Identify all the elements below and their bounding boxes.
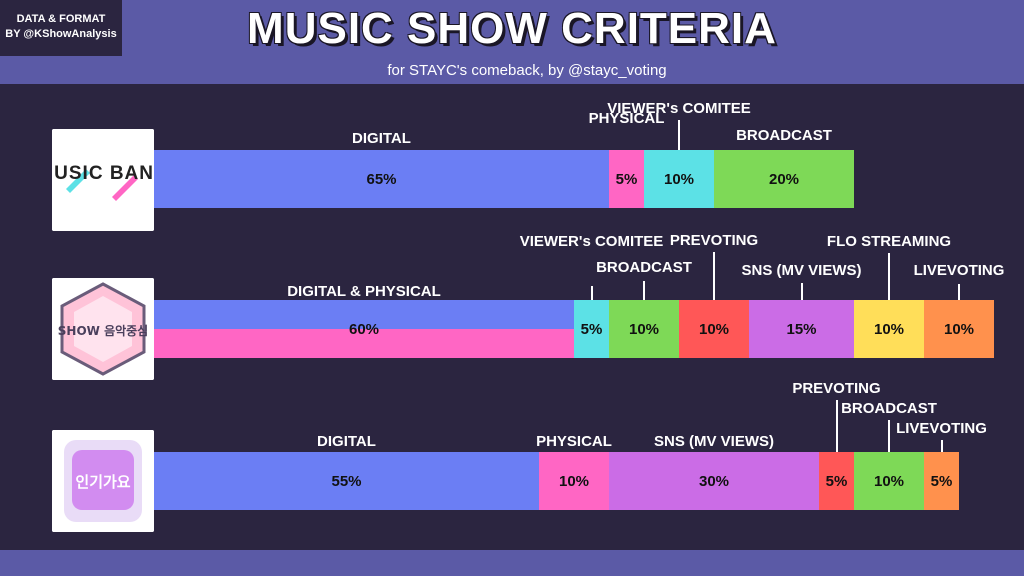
label-leader-line [940, 440, 943, 452]
data-label: 10% [873, 472, 905, 490]
stacked-bar-2: 60% 5% 10% 10% 15% 10% 10% [154, 300, 994, 358]
segment-category-label: PHYSICAL [588, 110, 665, 127]
data-label: 15% [786, 320, 817, 338]
bar-segment: 10% [644, 150, 714, 208]
credit-line-1: DATA & FORMAT [16, 13, 106, 25]
music-bank-logo-top: MUSIC BANK [52, 163, 154, 184]
bar-segment: 10% [609, 300, 679, 358]
label-leader-line [678, 120, 680, 150]
data-label: 10% [698, 320, 730, 338]
music-core-logo: SHOW 음악중심 [52, 278, 154, 380]
segment-category-label: LIVEVOTING [896, 420, 987, 437]
data-label: 10% [628, 320, 660, 338]
label-leader-line [643, 281, 645, 300]
segment-category-label: BROADCAST [841, 400, 937, 417]
data-label: 60% [348, 320, 380, 338]
data-label: 5% [825, 472, 848, 490]
credit-line-2: BY @KShowAnalysis [5, 28, 117, 40]
data-label: 55% [331, 472, 362, 490]
bar-segment: 5% [574, 300, 609, 358]
data-label: 10% [663, 170, 695, 188]
data-label: 10% [943, 320, 975, 338]
bar-segment: 10% [924, 300, 994, 358]
label-leader-line [958, 284, 960, 300]
music-core-logo-art: SHOW 음악중심 [52, 278, 154, 380]
inkigayo-logo-text: 인기가요 [75, 473, 130, 491]
label-leader-line [800, 283, 803, 300]
data-label: 30% [698, 472, 730, 490]
page-subtitle: for STAYC's comeback, by @stayc_voting [387, 62, 667, 79]
segment-category-label: VIEWER's COMITEE [607, 100, 751, 117]
segment-category-label: PREVOTING [792, 380, 881, 397]
credit-box: DATA & FORMAT BY @KShowAnalysis [0, 0, 122, 56]
bar-segment-bottom-half [154, 329, 574, 358]
segment-category-label: VIEWER's COMITEE [519, 233, 664, 250]
label-leader-line [888, 253, 890, 300]
data-label: 5% [580, 320, 603, 338]
segment-category-label: PHYSICAL [536, 433, 612, 450]
segment-category-label: BROADCAST [736, 127, 832, 144]
bar-segment: 5% [819, 452, 854, 510]
segment-category-label: BROADCAST [596, 259, 692, 276]
segment-category-label: FLO STREAMING [826, 233, 952, 250]
bar-segment: 30% [609, 452, 819, 510]
page-title: MUSIC SHOW CRITERIA [247, 4, 777, 53]
bar-segment-top-half [154, 300, 574, 329]
bar-segment: 10% [854, 452, 924, 510]
data-label: 5% [615, 170, 638, 188]
data-label: 10% [558, 472, 590, 490]
bar-segment: 10% [539, 452, 609, 510]
inkigayo-logo-art: 인기가요 [52, 430, 154, 532]
segment-category-label: LIVEVOTING [913, 262, 1005, 279]
data-label: 65% [366, 170, 397, 188]
bar-segment: 65% [154, 150, 609, 208]
music-bank-logo-art: MUSIC BANK [52, 129, 154, 231]
data-label: 20% [768, 170, 800, 188]
segment-category-label: DIGITAL & PHYSICAL [287, 283, 441, 300]
stacked-bar-3: 55% 10% 30% 5% 10% 5% [154, 452, 959, 510]
segment-category-label: DIGITAL [352, 130, 411, 147]
bar-segment: 10% [854, 300, 924, 358]
segment-category-label: SNS (MV VIEWS) [653, 433, 774, 450]
data-label: 10% [873, 320, 905, 338]
inkigayo-logo: 인기가요 [52, 430, 154, 532]
bar-segment: 5% [609, 150, 644, 208]
bar-segment: 20% [714, 150, 854, 208]
bar-segment: 5% [924, 452, 959, 510]
music-bank-logo: MUSIC BANK [52, 129, 154, 231]
footer-band [0, 550, 1024, 576]
music-core-logo-text: SHOW 음악중심 [58, 323, 148, 338]
header-band [0, 0, 1024, 84]
label-leader-line [835, 400, 838, 452]
bar-segment: 15% [749, 300, 854, 358]
label-leader-line [888, 420, 890, 452]
label-leader-line [713, 252, 715, 300]
segment-category-label: PREVOTING [669, 232, 759, 249]
bar-segment: 60% [154, 300, 574, 358]
data-label: 5% [930, 472, 953, 490]
segment-category-label: DIGITAL [317, 433, 376, 450]
segment-category-label: SNS (MV VIEWS) [741, 262, 862, 279]
bar-segment: 10% [679, 300, 749, 358]
stacked-bar-1: 65% 5% 10% 20% [154, 150, 854, 208]
bar-segment: 55% [154, 452, 539, 510]
label-leader-line [590, 286, 593, 300]
